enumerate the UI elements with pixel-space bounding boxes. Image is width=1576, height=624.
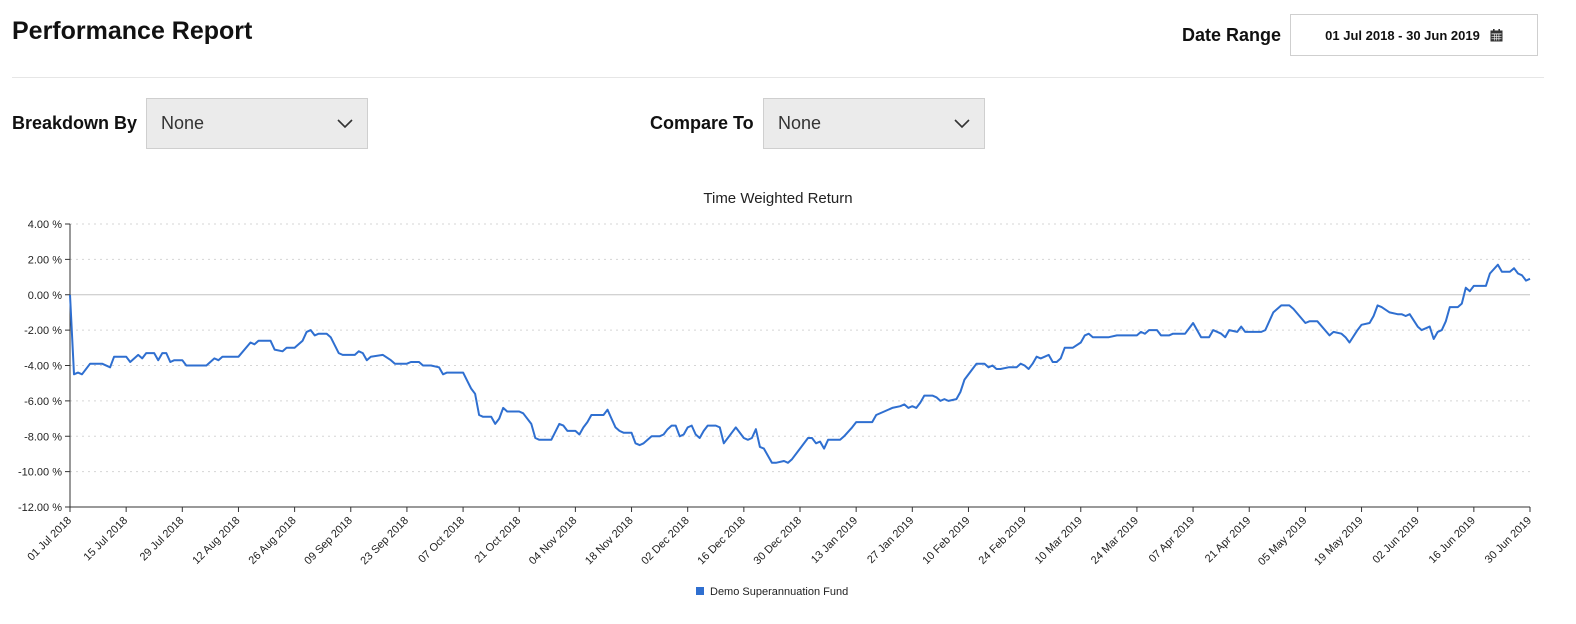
x-tick-label: 26 Aug 2018 (247, 515, 299, 567)
breakdown-select[interactable]: None (146, 98, 368, 149)
x-tick-label: 30 Dec 2018 (752, 515, 805, 568)
x-tick-label: 02 Jun 2019 (1371, 515, 1422, 566)
y-tick-label: -4.00 % (24, 361, 62, 373)
x-tick-label: 07 Apr 2019 (1147, 515, 1197, 565)
x-tick-label: 13 Jan 2019 (809, 515, 860, 566)
y-tick-label: -6.00 % (24, 396, 62, 408)
x-tick-label: 23 Sep 2018 (358, 515, 411, 568)
x-tick-label: 19 May 2019 (1312, 515, 1365, 568)
series-layer (69, 263, 1531, 464)
x-tick-label: 01 Jul 2018 (25, 515, 74, 564)
x-tick-label: 09 Sep 2018 (302, 515, 355, 568)
x-tick-label: 10 Mar 2019 (1033, 515, 1085, 567)
x-tick-label: 21 Oct 2018 (472, 515, 523, 566)
y-tick-label: -12.00 % (18, 502, 62, 514)
date-range-value: 01 Jul 2018 - 30 Jun 2019 (1325, 27, 1480, 43)
x-tick-label: 16 Jun 2019 (1427, 515, 1478, 566)
legend: Demo Superannuation Fund (696, 586, 848, 598)
legend-label: Demo Superannuation Fund (710, 586, 848, 598)
y-tick-label: 0.00 % (28, 290, 62, 302)
legend-swatch (696, 587, 704, 595)
x-tick-label: 02 Dec 2018 (639, 515, 692, 568)
x-tick-label: 10 Feb 2019 (920, 515, 972, 567)
chevron-down-icon (337, 118, 353, 128)
y-tick-label: 4.00 % (28, 219, 62, 231)
date-range-picker[interactable]: 01 Jul 2018 - 30 Jun 2019 (1290, 14, 1538, 56)
x-tick-label: 24 Feb 2019 (977, 515, 1029, 567)
header-divider (12, 77, 1544, 78)
x-tick-label: 27 Jan 2019 (865, 515, 916, 566)
x-tick-label: 16 Dec 2018 (695, 515, 748, 568)
y-axis: 4.00 % 2.00 % 0.00 % -2.00 % -4.00 % -6.00 % -… (18, 219, 71, 514)
series-line (69, 263, 1531, 464)
y-tick-label: 2.00 % (28, 254, 62, 266)
x-tick-label: 15 Jul 2018 (82, 515, 131, 564)
chart-title: Time Weighted Return (703, 190, 852, 207)
breakdown-value: None (161, 113, 205, 133)
x-axis: 01 Jul 2018 15 Jul 2018 29 Jul 2018 12 Aug … (25, 506, 1534, 568)
x-tick-label: 21 Apr 2019 (1203, 515, 1253, 565)
y-tick-label: -2.00 % (24, 325, 62, 337)
compare-label: Compare To (650, 113, 754, 133)
twr-chart: Time Weighted Return 4.00 % 2.00 % 0.00 % -… (18, 190, 1534, 598)
x-tick-label: 29 Jul 2018 (138, 515, 187, 564)
y-tick-label: -10.00 % (18, 467, 62, 479)
calendar-icon (1490, 28, 1503, 41)
page-title: Performance Report (12, 17, 253, 45)
date-range-label: Date Range (1182, 25, 1282, 45)
x-tick-label: 05 May 2019 (1256, 515, 1309, 568)
grid-lines (70, 223, 1530, 473)
x-tick-label: 24 Mar 2019 (1089, 515, 1141, 567)
x-tick-label: 30 Jun 2019 (1483, 515, 1534, 566)
compare-value: None (778, 113, 822, 133)
y-tick-label: -8.00 % (24, 431, 62, 443)
breakdown-label: Breakdown By (12, 113, 138, 133)
x-tick-label: 04 Nov 2018 (527, 515, 580, 568)
x-tick-label: 12 Aug 2018 (190, 515, 242, 567)
chevron-down-icon (954, 118, 970, 128)
compare-select[interactable]: None (763, 98, 985, 149)
x-tick-label: 18 Nov 2018 (583, 515, 636, 568)
x-tick-label: 07 Oct 2018 (416, 515, 467, 566)
